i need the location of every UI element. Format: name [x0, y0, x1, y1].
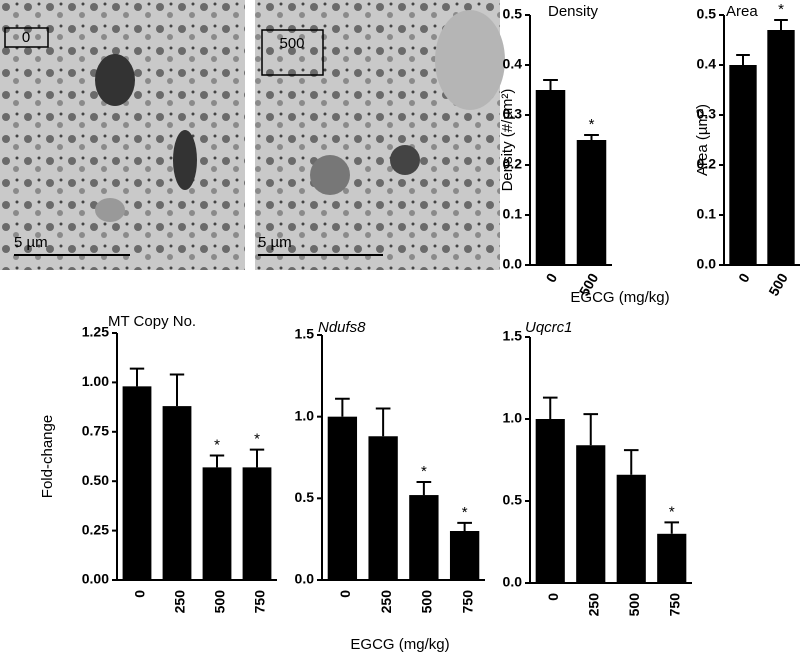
bar	[449, 531, 480, 580]
significance-marker: *	[462, 504, 468, 521]
y-tick-label: 0.0	[503, 256, 523, 272]
significance-marker: *	[778, 1, 784, 18]
x-tick-label: 750	[666, 593, 682, 617]
y-tick-label: 0.50	[82, 472, 109, 488]
y-tick-label: 1.25	[82, 324, 109, 340]
bar	[535, 419, 565, 583]
bar	[327, 416, 358, 580]
x-tick-label: 0	[735, 270, 753, 285]
bar	[616, 474, 646, 583]
y-tick-label: 0.3	[697, 106, 717, 122]
x-tick-label: 0	[337, 590, 353, 598]
chart-title: MT Copy No.	[108, 313, 196, 330]
x-tick-label: 250	[172, 590, 188, 614]
y-tick-label: 1.0	[295, 407, 315, 423]
error-bar	[375, 407, 391, 437]
y-tick-label: 0.2	[697, 156, 717, 172]
significance-marker: *	[669, 503, 675, 520]
chart-title: Area	[726, 3, 758, 20]
error-bar	[129, 367, 145, 387]
significance-marker: *	[589, 116, 595, 133]
bar	[202, 467, 232, 580]
x-tick-label: 0	[545, 593, 561, 601]
bar	[368, 436, 398, 580]
significance-marker: *	[254, 431, 260, 448]
bar	[767, 30, 795, 265]
error-bar	[457, 521, 472, 531]
chart-title: Uqcrc1	[525, 319, 573, 336]
error-bar	[542, 396, 558, 419]
bar	[576, 445, 606, 583]
image-label: 500	[279, 35, 304, 52]
x-tick-label: 250	[378, 590, 394, 614]
x-axis-label: EGCG (mg/kg)	[350, 636, 449, 653]
bar	[576, 140, 607, 265]
y-tick-label: 0.5	[697, 6, 717, 22]
bar	[162, 406, 192, 580]
scale-label: 5 µm	[258, 234, 292, 251]
significance-marker: *	[421, 463, 427, 480]
x-tick-label: 500	[626, 593, 642, 617]
error-bar	[623, 449, 639, 475]
y-tick-label: 0.5	[295, 489, 315, 505]
y-tick-label: 0.1	[697, 206, 717, 222]
y-axis-label: Area (µm²)	[694, 104, 711, 176]
x-tick-label: 500	[765, 270, 791, 298]
y-tick-label: 1.0	[503, 410, 523, 426]
chart-title: Density	[548, 3, 599, 20]
error-bar	[774, 19, 788, 30]
y-tick-label: 0.25	[82, 521, 109, 537]
y-tick-label: 1.5	[503, 328, 523, 344]
chart-title: Ndufs8	[318, 319, 366, 336]
x-tick-label: 0	[132, 590, 148, 598]
error-bar	[583, 413, 599, 446]
image-label: 0	[22, 29, 30, 46]
x-tick-label: 250	[585, 593, 601, 617]
bar	[409, 495, 439, 580]
bar	[242, 467, 272, 580]
scale-label: 5 µm	[14, 234, 48, 251]
x-tick-label: 0	[543, 270, 561, 285]
x-axis-label: EGCG (mg/kg)	[570, 289, 669, 306]
y-tick-label: 0.1	[503, 206, 523, 222]
error-bar	[543, 79, 558, 90]
error-bar	[736, 54, 750, 65]
x-tick-label: 750	[459, 590, 475, 614]
y-tick-label: 0.5	[503, 6, 523, 22]
y-tick-label: 0.5	[503, 492, 523, 508]
y-tick-label: 1.00	[82, 373, 109, 389]
error-bar	[664, 521, 680, 534]
error-bar	[416, 481, 432, 496]
micrograph: 0 5 µm	[0, 0, 245, 270]
x-tick-label: 750	[252, 590, 268, 614]
y-tick-label: 0.0	[697, 256, 717, 272]
error-bar	[584, 134, 599, 140]
y-tick-label: 0.2	[503, 156, 523, 172]
y-tick-label: 0.4	[503, 56, 523, 72]
y-axis-label: Density (#/µm²)	[499, 89, 516, 192]
bar	[729, 65, 757, 265]
significance-marker: *	[214, 436, 220, 453]
x-tick-label: 500	[212, 590, 228, 614]
y-tick-label: 0.00	[82, 571, 109, 587]
y-tick-label: 0.0	[503, 574, 523, 590]
error-bar	[209, 454, 225, 468]
x-tick-label: 500	[419, 590, 435, 614]
y-tick-label: 1.5	[295, 326, 315, 342]
y-tick-label: 0.4	[697, 56, 717, 72]
y-tick-label: 0.0	[295, 571, 315, 587]
y-axis-label: Fold-change	[39, 415, 56, 498]
bar	[657, 533, 687, 583]
error-bar	[335, 397, 350, 417]
error-bar	[169, 373, 185, 407]
bar	[535, 90, 566, 265]
bar	[122, 386, 152, 580]
error-bar	[249, 448, 265, 468]
y-tick-label: 0.75	[82, 423, 109, 439]
micrograph: 500 5 µm	[255, 0, 505, 270]
y-tick-label: 0.3	[503, 106, 523, 122]
